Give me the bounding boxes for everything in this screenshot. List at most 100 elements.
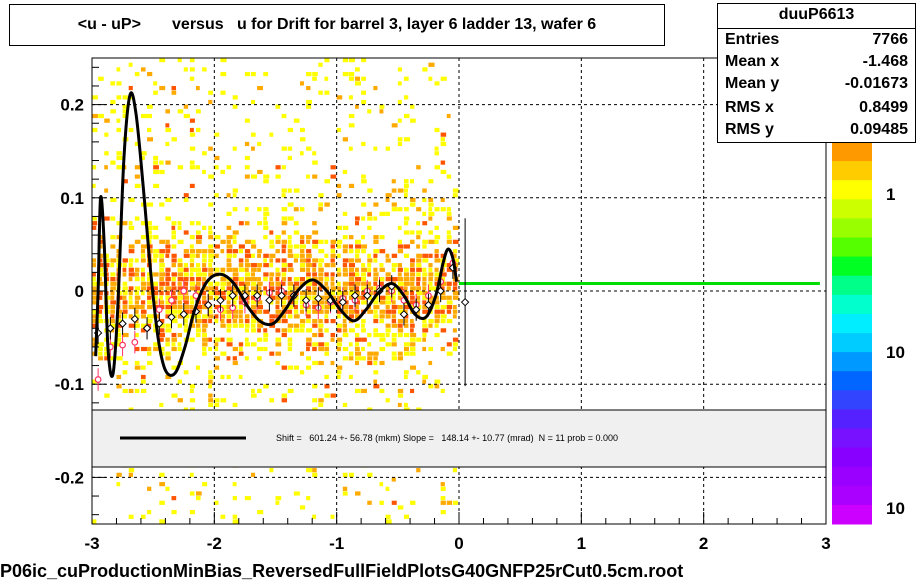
heatmap-cell (177, 165, 184, 170)
palette-cell (832, 218, 872, 238)
heatmap-cell (153, 165, 159, 170)
heatmap-cell (342, 486, 348, 491)
heatmap-cell (220, 71, 227, 77)
heatmap-cell (373, 253, 378, 258)
heatmap-cell (232, 207, 238, 212)
heatmap-cell (342, 244, 349, 249)
heatmap-cell (98, 277, 102, 282)
heatmap-cell (92, 318, 97, 324)
heatmap-cell (440, 169, 447, 175)
heatmap-cell (208, 146, 213, 151)
heatmap-cell (324, 309, 330, 314)
heatmap-cell (208, 230, 213, 235)
heatmap-cell (208, 249, 214, 254)
heatmap-cell (165, 486, 170, 491)
heatmap-cell (355, 258, 361, 263)
heatmap-cell (312, 323, 318, 328)
palette-tick-label: 10 (886, 499, 905, 518)
heatmap-cell (208, 244, 214, 249)
heatmap-cell (165, 374, 172, 380)
heatmap-cell (330, 253, 336, 258)
x-tick-label: 0 (454, 534, 463, 553)
heatmap-cell (397, 207, 403, 212)
heatmap-cell (452, 342, 458, 347)
heatmap-cell (269, 318, 275, 324)
heatmap-cell (385, 304, 390, 310)
heatmap-cell (92, 379, 97, 384)
heatmap-cell (312, 160, 318, 165)
heatmap-cell (251, 281, 257, 286)
heatmap-cell (171, 393, 178, 398)
heatmap-cell (324, 253, 329, 258)
heatmap-cell (122, 300, 128, 305)
heatmap-cell (336, 281, 341, 286)
heatmap-cell (257, 337, 263, 342)
heatmap-cell (342, 137, 349, 142)
heatmap-cell (287, 239, 292, 244)
heatmap-cell (440, 160, 446, 165)
x-tick-label: 1 (577, 534, 586, 553)
heatmap-cell (410, 104, 415, 109)
heatmap-cell (140, 286, 147, 291)
heatmap-cell (397, 332, 403, 338)
heatmap-cell (165, 356, 171, 361)
heatmap-cell (140, 514, 146, 519)
heatmap-cell (189, 221, 195, 226)
heatmap-cell (232, 482, 237, 487)
x-tick-label: -3 (84, 534, 99, 553)
heatmap-cell (122, 272, 127, 277)
heatmap-cell (189, 398, 196, 403)
heatmap-cell (110, 342, 116, 347)
heatmap-cell (403, 314, 409, 319)
heatmap-cell (312, 258, 318, 263)
heatmap-cell (361, 286, 367, 291)
heatmap-cell (226, 295, 233, 300)
heatmap-cell (361, 337, 367, 342)
heatmap-cell (428, 239, 435, 244)
heatmap-cell (434, 249, 439, 254)
x-tick-label: 2 (699, 534, 708, 553)
heatmap-cell (232, 360, 238, 366)
heatmap-cell (232, 514, 238, 519)
heatmap-cell (183, 277, 189, 282)
heatmap-cell (257, 169, 263, 175)
heatmap-cell (208, 402, 214, 408)
heatmap-cell (306, 468, 313, 473)
heatmap-cell (385, 211, 391, 216)
heatmap-cell (226, 323, 232, 328)
heatmap-cell (355, 309, 360, 314)
heatmap-cell (281, 221, 288, 226)
heatmap-cell (312, 230, 319, 235)
heatmap-cell (403, 230, 410, 235)
heatmap-cell (159, 267, 165, 272)
heatmap-cell (171, 318, 178, 324)
heatmap-cell (159, 160, 164, 165)
heatmap-cell (355, 356, 362, 361)
heatmap-cell (379, 332, 385, 338)
heatmap-cell (434, 314, 441, 319)
heatmap-cell (324, 304, 330, 310)
heatmap-cell (416, 291, 423, 296)
heatmap-cell (385, 309, 392, 314)
heatmap-cell (226, 211, 232, 216)
heatmap-cell (440, 132, 447, 137)
heatmap-cell (153, 160, 159, 165)
heatmap-cell (110, 258, 117, 263)
heatmap-cell (373, 300, 379, 305)
heatmap-cell (263, 71, 269, 77)
heatmap-cell (299, 295, 306, 300)
heatmap-cell (373, 202, 379, 207)
heatmap-cell (232, 402, 238, 408)
heatmap-cell (318, 193, 324, 198)
heatmap-cell (287, 323, 294, 328)
heatmap-cell (214, 295, 219, 300)
heatmap-cell (355, 81, 361, 86)
heatmap-cell (171, 342, 176, 347)
heatmap-cell (330, 263, 336, 268)
heatmap-cell (116, 81, 122, 86)
palette-cell (832, 409, 872, 429)
heatmap-cell (177, 398, 184, 403)
heatmap-cell (195, 277, 202, 282)
heatmap-cell (147, 202, 154, 207)
heatmap-cell (159, 318, 165, 324)
